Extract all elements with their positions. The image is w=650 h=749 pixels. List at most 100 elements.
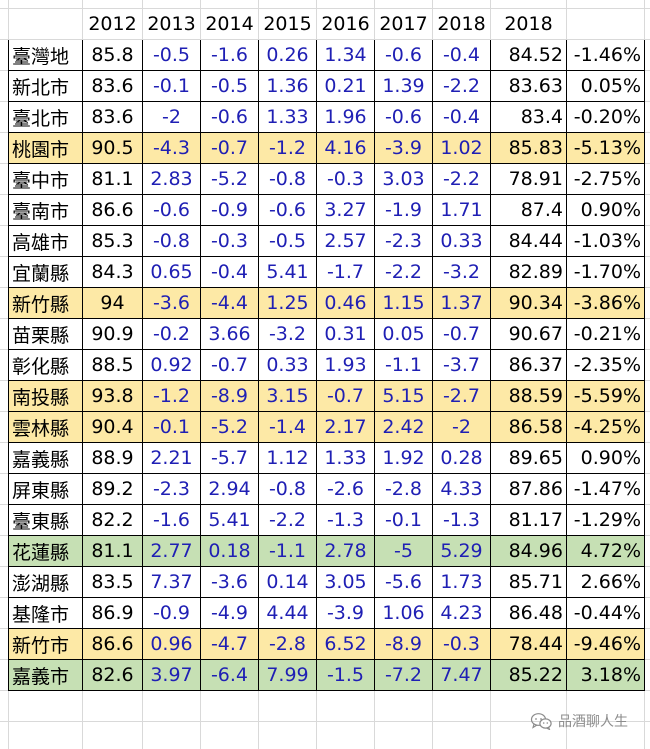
percent-change-cell: -3.86%: [566, 287, 645, 319]
percent-change-cell: 0.90%: [566, 194, 645, 226]
change-cell: 2.83: [142, 163, 201, 195]
change-cell: -3.2: [432, 256, 491, 288]
table-row: 新竹縣 94 -3.6 -4.4 1.25 0.46 1.15 1.37 90.34 -3.86%: [8, 287, 645, 319]
change-cell: 0.14: [258, 566, 317, 598]
table-row: 臺北市 83.6 -2 -0.6 1.33 1.96 -0.6 -0.4 83.4 -0.20%: [8, 101, 645, 133]
data-table: 2012 2013 2014 2015 2016 2017 2018 2018 …: [8, 8, 645, 691]
change-cell: 4.23: [432, 597, 491, 629]
change-cell: -0.2: [142, 318, 201, 350]
change-cell: 7.37: [142, 566, 201, 598]
header-cell: 2012: [82, 8, 143, 40]
change-cell: -1.1: [258, 535, 317, 567]
region-name-cell: 苗栗縣: [8, 318, 83, 350]
change-cell: -0.6: [142, 194, 201, 226]
grid-column-line: [644, 0, 645, 749]
table-row: 彰化縣 88.5 0.92 -0.7 0.33 1.93 -1.1 -3.7 86.37 -2.3…: [8, 349, 645, 381]
header-cell: 2015: [258, 8, 317, 40]
value-2012-cell: 82.6: [82, 659, 143, 691]
change-cell: -0.4: [432, 39, 491, 71]
header-cell: 2013: [142, 8, 201, 40]
change-cell: 1.73: [432, 566, 491, 598]
change-cell: 0.96: [142, 628, 201, 660]
table-row: 屏東縣 89.2 -2.3 2.94 -0.8 -2.6 -2.8 4.33 87.86 -1.4…: [8, 473, 645, 505]
grid-row-line: [0, 721, 650, 722]
region-name-cell: 雲林縣: [8, 411, 83, 443]
change-cell: 2.21: [142, 442, 201, 474]
change-cell: -2.2: [258, 504, 317, 536]
table-row: 臺東縣 82.2 -1.6 5.41 -2.2 -1.3 -0.1 -1.3 81.17 -1.2…: [8, 504, 645, 536]
change-cell: -2.8: [374, 473, 433, 505]
change-cell: 3.05: [316, 566, 375, 598]
change-cell: 1.92: [374, 442, 433, 474]
value-2012-cell: 85.8: [82, 39, 143, 71]
header-cell: [566, 8, 645, 40]
percent-change-cell: -0.20%: [566, 101, 645, 133]
grid-row-line: [0, 690, 650, 691]
change-cell: 1.96: [316, 101, 375, 133]
value-2012-cell: 82.2: [82, 504, 143, 536]
watermark-text: 品酒聊人生: [558, 714, 628, 730]
change-cell: 5.29: [432, 535, 491, 567]
percent-change-cell: -1.03%: [566, 225, 645, 257]
value-2012-cell: 81.1: [82, 535, 143, 567]
change-cell: 1.36: [258, 70, 317, 102]
value-2018-cell: 81.17: [490, 504, 567, 536]
value-2018-cell: 78.91: [490, 163, 567, 195]
change-cell: -1.3: [432, 504, 491, 536]
change-cell: -2: [432, 411, 491, 443]
change-cell: -3.9: [316, 597, 375, 629]
header-cell: 2017: [374, 8, 433, 40]
change-cell: 0.05: [374, 318, 433, 350]
change-cell: 2.17: [316, 411, 375, 443]
change-cell: -1.7: [316, 256, 375, 288]
value-2018-cell: 85.22: [490, 659, 567, 691]
change-cell: 4.33: [432, 473, 491, 505]
header-row: 2012 2013 2014 2015 2016 2017 2018 2018: [8, 8, 645, 40]
value-2018-cell: 85.71: [490, 566, 567, 598]
change-cell: -2.6: [316, 473, 375, 505]
header-cell: 2016: [316, 8, 375, 40]
watermark: 品酒聊人生: [530, 711, 628, 731]
change-cell: 1.93: [316, 349, 375, 381]
change-cell: 7.47: [432, 659, 491, 691]
change-cell: -3.7: [432, 349, 491, 381]
value-2012-cell: 89.2: [82, 473, 143, 505]
region-name-cell: 高雄市: [8, 225, 83, 257]
change-cell: 1.39: [374, 70, 433, 102]
value-2018-cell: 84.44: [490, 225, 567, 257]
percent-change-cell: -5.13%: [566, 132, 645, 164]
change-cell: 1.33: [258, 101, 317, 133]
change-cell: -2.7: [432, 380, 491, 412]
value-2018-cell: 87.4: [490, 194, 567, 226]
percent-change-cell: -4.25%: [566, 411, 645, 443]
percent-change-cell: 0.90%: [566, 442, 645, 474]
percent-change-cell: -0.21%: [566, 318, 645, 350]
change-cell: -0.6: [374, 39, 433, 71]
percent-change-cell: 4.72%: [566, 535, 645, 567]
value-2018-cell: 86.48: [490, 597, 567, 629]
change-cell: 2.78: [316, 535, 375, 567]
table-row: 桃園市 90.5 -4.3 -0.7 -1.2 4.16 -3.9 1.02 85.83 -5.1…: [8, 132, 645, 164]
change-cell: 5.41: [258, 256, 317, 288]
table-row: 臺中市 81.1 2.83 -5.2 -0.8 -0.3 3.03 -2.2 78.91 -2.7…: [8, 163, 645, 195]
header-cell: [8, 8, 83, 40]
value-2018-cell: 88.59: [490, 380, 567, 412]
change-cell: -0.6: [258, 194, 317, 226]
value-2018-cell: 90.34: [490, 287, 567, 319]
change-cell: 4.16: [316, 132, 375, 164]
region-name-cell: 嘉義縣: [8, 442, 83, 474]
value-2012-cell: 85.3: [82, 225, 143, 257]
change-cell: -0.6: [200, 101, 259, 133]
change-cell: -0.1: [142, 411, 201, 443]
change-cell: -1.2: [142, 380, 201, 412]
change-cell: -0.1: [374, 504, 433, 536]
change-cell: 0.18: [200, 535, 259, 567]
region-name-cell: 桃園市: [8, 132, 83, 164]
change-cell: -2.2: [432, 163, 491, 195]
change-cell: 3.27: [316, 194, 375, 226]
change-cell: -1.4: [258, 411, 317, 443]
percent-change-cell: -9.46%: [566, 628, 645, 660]
value-2012-cell: 81.1: [82, 163, 143, 195]
header-cell: 2018: [432, 8, 491, 40]
